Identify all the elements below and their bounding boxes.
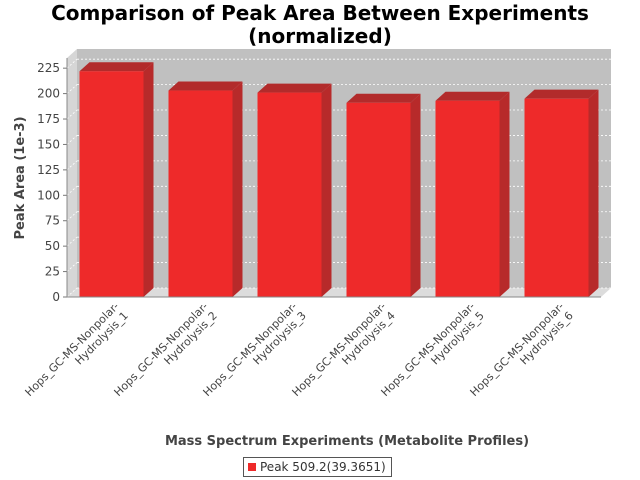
x-tick-labels: Hops_GC-MS-Nonpolar-Hydrolysis_1Hops_GC-… [23,300,576,399]
y-tick-label: 100 [37,188,60,202]
y-tick-labels: 0 25 50 75 100 125 150 175 200 225 [37,61,60,304]
bars [79,62,599,298]
bar-top [435,91,510,101]
back-wall [77,49,611,288]
legend-swatch [248,463,256,471]
y-tick-label: 25 [45,265,60,279]
y-tick-label: 225 [37,61,60,75]
bar-side [499,91,510,297]
legend: Peak 509.2(39.3651) [243,457,392,477]
y-tick-label: 125 [37,163,60,177]
y-tick-label: 75 [45,214,60,228]
x-axis-label: Mass Spectrum Experiments (Metabolite Pr… [165,434,529,449]
bar-top [79,62,154,72]
chart-title-line1: Comparison of Peak Area Between Experime… [51,1,589,25]
bar-side [321,83,332,297]
y-tick-label: 150 [37,137,60,151]
y-tick-label: 50 [45,239,60,253]
y-tick-label: 175 [37,112,60,126]
bar [168,90,233,297]
gridlines [66,58,611,298]
bar-side [588,89,599,298]
bar-top [257,83,332,93]
x-tick-label-line: Hops_GC-MS-Nonpolar- [23,300,122,399]
bar [435,100,500,297]
chart-title: Comparison of Peak Area Between Experime… [0,2,640,48]
bar [346,102,411,298]
bar-top [168,81,243,91]
y-tick-label: 200 [37,87,60,101]
legend-label: Peak 509.2(39.3651) [260,460,386,474]
axes [63,58,601,298]
chart-title-line2: (normalized) [248,24,392,48]
bar [79,71,144,297]
bar-top [346,93,421,103]
bar [524,98,589,298]
y-tick-label: 0 [52,290,60,304]
bar-side [410,93,421,298]
bar [257,92,322,297]
y-axis-label: Peak Area (1e-3) [13,116,28,239]
plot-background [67,49,611,297]
bar-top [524,89,599,99]
side-wall [67,49,77,297]
bar-side [143,62,154,297]
bar-side [232,81,243,297]
